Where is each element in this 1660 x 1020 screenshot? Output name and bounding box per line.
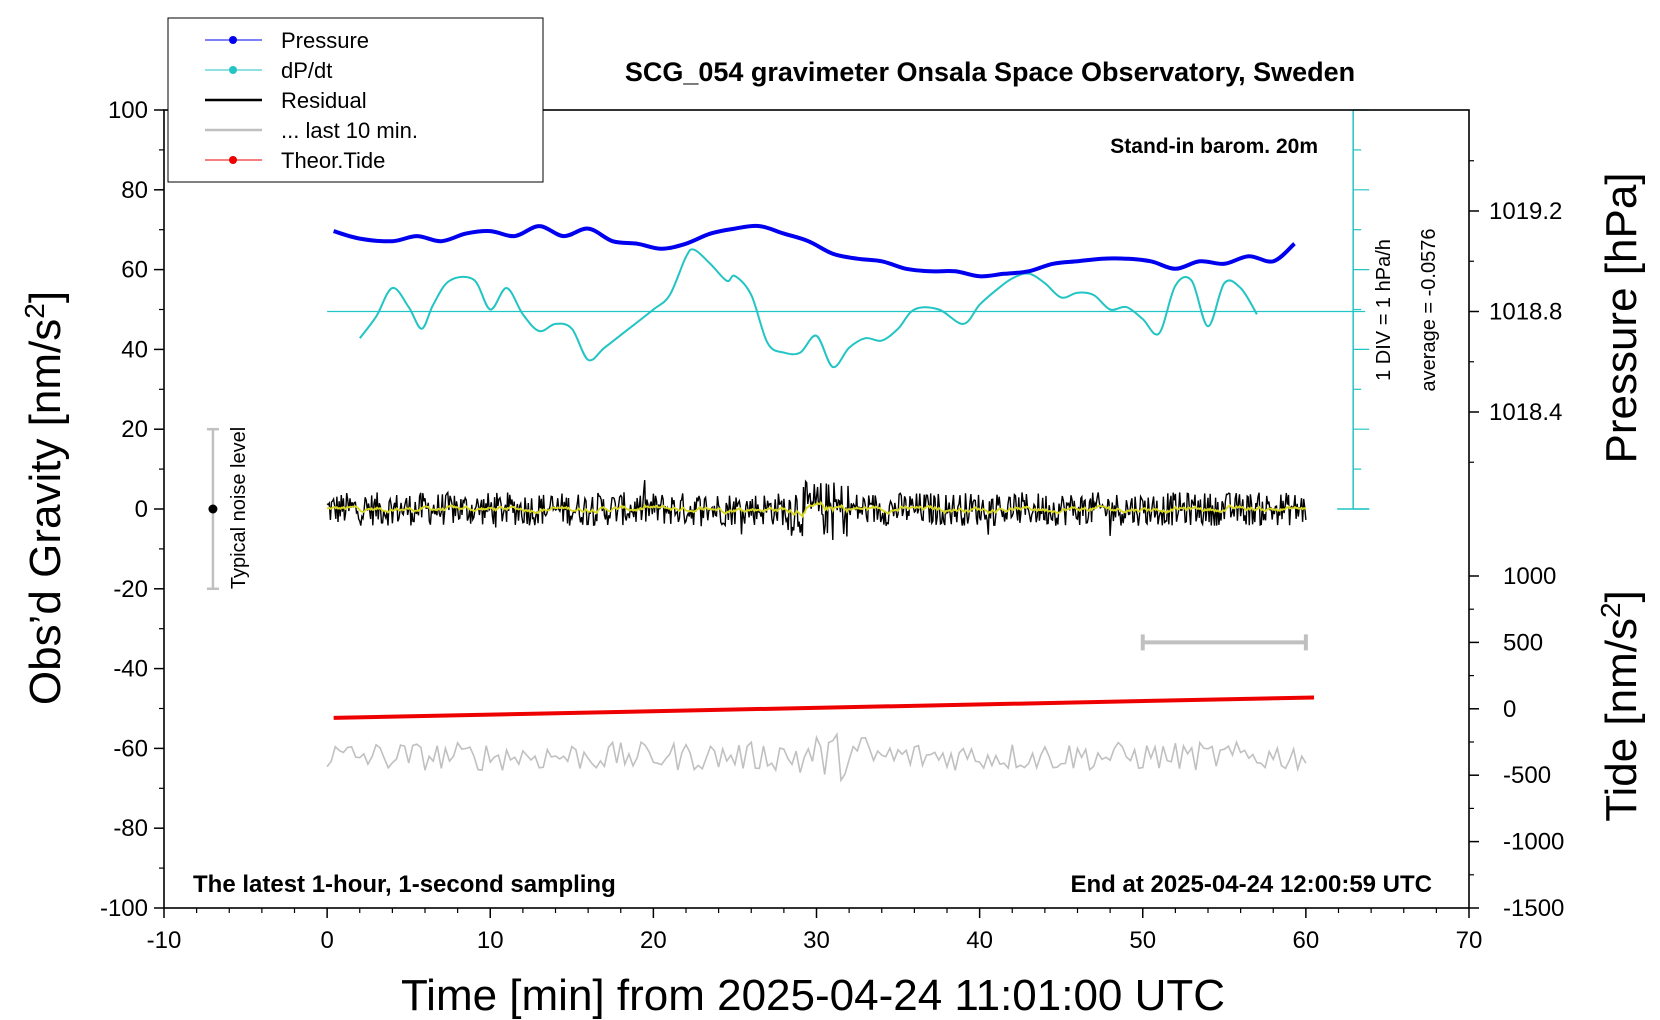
x-tick-label: 70 [1456,927,1483,954]
legend-dpdt-label: dP/dt [281,58,332,83]
x-tick-label: 40 [966,927,993,954]
y-tick-label: 20 [121,416,148,443]
last10-series-line [326,732,1307,783]
legend-pressure-dot [229,36,237,44]
y-tick-label: -20 [113,576,148,603]
tide-tick-label: 0 [1503,696,1516,723]
x-tick-label: -10 [147,927,182,954]
x-tick-label: 30 [803,927,830,954]
y-axis-label-pressure: Pressure [hPa] [1597,172,1646,463]
pressure-tick-label: 1019.2 [1489,198,1562,225]
noise-bar-dot [208,504,218,514]
y-tick-label: 0 [135,496,148,523]
x-tick-label: 0 [320,927,333,954]
y-tick-label: -60 [113,735,148,762]
y-tick-label: 80 [121,177,148,204]
legend-pressure-label: Pressure [281,28,369,53]
legend-tide-dot [229,156,237,164]
x-tick-label: 20 [640,927,667,954]
pressure-series-line [333,223,1296,279]
legend-residual-label: Residual [281,88,367,113]
dpdt-series-line [359,248,1258,369]
y-tick-label: 40 [121,336,148,363]
x-tick-label: 60 [1293,927,1320,954]
tide-tick-label: 500 [1503,629,1543,656]
div-note: 1 DIV = 1 hPa/h [1373,239,1395,381]
tide-series-line [333,695,1315,720]
y-axis-label-left: Obs’d Gravity [nm/s2] [19,291,70,705]
y-tick-label: 60 [121,257,148,284]
chart-title: SCG_054 gravimeter Onsala Space Observat… [625,57,1355,87]
barometer-note: Stand-in barom. 20m [1110,135,1318,158]
x-tick-label: 10 [477,927,504,954]
tide-tick-label: -500 [1503,762,1551,789]
pressure-tick-label: 1018.4 [1489,399,1562,426]
tide-tick-label: -1500 [1503,895,1564,922]
noise-note: Typical noise level [228,427,250,589]
residual-smoothed-line [326,500,1307,519]
legend-tide-label: Theor.Tide [281,148,385,173]
legend-last10-label: ... last 10 min. [281,118,418,143]
y-tick-label: -100 [100,895,148,922]
y-axis-label-tide: Tide [nm/s2] [1595,590,1646,822]
y-tick-label: -80 [113,815,148,842]
bottom-left-note: The latest 1-hour, 1-second sampling [193,871,616,898]
pressure-tick-label: 1018.8 [1489,299,1562,326]
tide-tick-label: 1000 [1503,563,1556,590]
y-tick-label: -40 [113,656,148,683]
legend: Pressure dP/dt Residual ... last 10 min.… [167,17,544,183]
average-note: average = -0.0576 [1418,229,1440,392]
y-tick-label: 100 [108,97,148,124]
x-tick-label: 50 [1129,927,1156,954]
legend-dpdt-dot [229,66,237,74]
tide-tick-label: -1000 [1503,829,1564,856]
x-axis-label: Time [min] from 2025-04-24 11:01:00 UTC [401,971,1225,1020]
bottom-right-note: End at 2025-04-24 12:00:59 UTC [1071,871,1433,898]
